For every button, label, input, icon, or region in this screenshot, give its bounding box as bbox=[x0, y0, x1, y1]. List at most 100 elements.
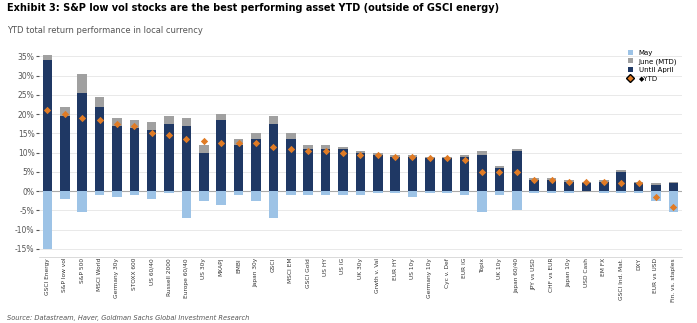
Point bbox=[459, 158, 470, 163]
Bar bbox=[390, 191, 400, 193]
Bar bbox=[43, 191, 52, 249]
Bar bbox=[182, 118, 191, 126]
Point bbox=[442, 156, 453, 161]
Bar bbox=[581, 183, 591, 191]
Bar bbox=[60, 191, 70, 199]
Bar bbox=[251, 139, 261, 191]
Bar bbox=[233, 145, 243, 191]
Bar bbox=[581, 182, 591, 183]
Bar bbox=[599, 180, 608, 182]
Bar bbox=[564, 180, 574, 182]
Bar bbox=[668, 191, 678, 212]
Bar bbox=[443, 191, 452, 193]
Bar bbox=[460, 157, 470, 191]
Point bbox=[528, 177, 539, 182]
Bar bbox=[530, 191, 539, 193]
Bar bbox=[182, 126, 191, 191]
Bar bbox=[547, 191, 556, 193]
Bar bbox=[547, 180, 556, 191]
Bar bbox=[199, 191, 208, 201]
Point bbox=[146, 131, 158, 136]
Point bbox=[477, 169, 488, 174]
Point bbox=[615, 181, 627, 186]
Point bbox=[668, 204, 679, 209]
Point bbox=[407, 154, 418, 159]
Bar bbox=[512, 149, 521, 151]
Bar bbox=[390, 157, 400, 191]
Bar bbox=[355, 151, 365, 153]
Bar bbox=[373, 155, 383, 191]
Bar bbox=[77, 191, 87, 212]
Point bbox=[181, 137, 192, 142]
Bar bbox=[130, 128, 139, 191]
Bar bbox=[286, 133, 296, 139]
Legend: May, June (MTD), Until April, ◆YTD: May, June (MTD), Until April, ◆YTD bbox=[626, 48, 678, 83]
Bar bbox=[512, 151, 521, 191]
Bar bbox=[217, 191, 226, 204]
Text: Source: Datastream, Haver, Goldman Sachs Global Investment Research: Source: Datastream, Haver, Goldman Sachs… bbox=[7, 315, 250, 321]
Bar bbox=[460, 155, 470, 157]
Text: YTD total return performance in local currency: YTD total return performance in local cu… bbox=[7, 26, 203, 35]
Bar bbox=[286, 139, 296, 191]
Bar bbox=[634, 183, 643, 191]
Bar bbox=[130, 120, 139, 128]
Point bbox=[112, 121, 123, 126]
Point bbox=[424, 156, 436, 161]
Bar bbox=[321, 145, 330, 149]
Bar bbox=[408, 191, 418, 197]
Bar bbox=[443, 159, 452, 191]
Point bbox=[581, 179, 592, 184]
Point bbox=[320, 148, 331, 153]
Point bbox=[59, 112, 70, 117]
Bar bbox=[495, 191, 504, 195]
Bar bbox=[547, 178, 556, 180]
Bar bbox=[130, 191, 139, 195]
Bar bbox=[95, 97, 105, 107]
Point bbox=[355, 152, 366, 157]
Bar bbox=[390, 155, 400, 157]
Bar bbox=[43, 60, 52, 191]
Bar bbox=[199, 145, 208, 153]
Point bbox=[268, 144, 279, 150]
Bar bbox=[303, 149, 313, 191]
Bar bbox=[373, 191, 383, 193]
Point bbox=[633, 181, 644, 186]
Bar bbox=[147, 122, 156, 130]
Bar bbox=[425, 191, 435, 193]
Bar bbox=[112, 126, 122, 191]
Bar bbox=[303, 191, 313, 195]
Bar bbox=[95, 107, 105, 191]
Bar bbox=[408, 157, 418, 191]
Bar bbox=[251, 133, 261, 139]
Bar bbox=[233, 139, 243, 145]
Point bbox=[164, 133, 175, 138]
Bar bbox=[77, 93, 87, 191]
Bar bbox=[599, 182, 608, 191]
Bar bbox=[338, 149, 348, 191]
Point bbox=[233, 141, 244, 146]
Bar bbox=[286, 191, 296, 195]
Bar bbox=[477, 151, 487, 155]
Point bbox=[215, 141, 227, 146]
Bar bbox=[199, 153, 208, 191]
Bar bbox=[182, 191, 191, 218]
Point bbox=[77, 115, 88, 120]
Bar bbox=[268, 191, 278, 218]
Bar bbox=[634, 182, 643, 183]
Bar bbox=[408, 155, 418, 157]
Point bbox=[511, 169, 522, 174]
Point bbox=[372, 152, 383, 157]
Bar bbox=[164, 191, 174, 193]
Bar bbox=[616, 172, 626, 191]
Bar bbox=[668, 183, 678, 191]
Bar bbox=[268, 124, 278, 191]
Text: Exhibit 3: S&P low vol stocks are the best performing asset YTD (outside of GSCI: Exhibit 3: S&P low vol stocks are the be… bbox=[7, 3, 499, 13]
Point bbox=[285, 146, 296, 151]
Bar bbox=[147, 130, 156, 191]
Bar bbox=[112, 118, 122, 126]
Bar bbox=[512, 191, 521, 210]
Bar bbox=[147, 191, 156, 199]
Bar bbox=[651, 185, 661, 191]
Bar bbox=[495, 166, 504, 168]
Bar bbox=[355, 153, 365, 191]
